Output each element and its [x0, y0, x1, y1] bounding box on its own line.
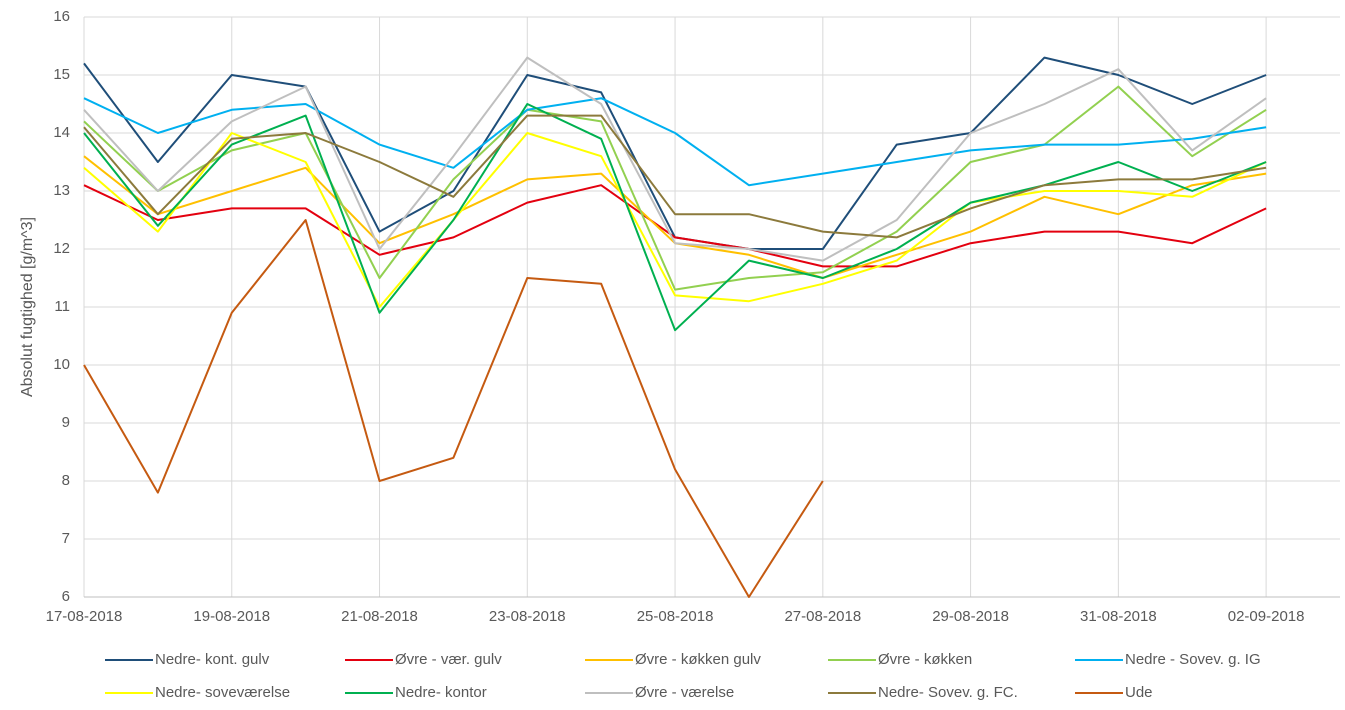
y-tick-label: 6: [62, 588, 70, 605]
legend-label: Nedre- kontor: [395, 684, 487, 701]
x-tick-label: 31-08-2018: [1080, 608, 1157, 625]
legend-label: Øvre - vær. gulv: [395, 651, 502, 668]
legend-label: Nedre- soveværelse: [155, 684, 290, 701]
legend-label: Nedre- Sovev. g. FC.: [878, 684, 1018, 701]
y-axis-label: Absolut fugtighed [g/m^3]: [19, 217, 36, 397]
y-tick-label: 14: [53, 124, 70, 141]
y-tick-label: 7: [62, 530, 70, 547]
series-line: [83, 132, 1267, 308]
legend-label: Øvre - værelse: [635, 684, 734, 701]
series-line: [83, 184, 1267, 268]
x-tick-label: 27-08-2018: [784, 608, 861, 625]
series-line: [83, 56, 1267, 262]
x-tick-label: 19-08-2018: [193, 608, 270, 625]
y-tick-label: 12: [53, 240, 70, 257]
y-tick-label: 13: [53, 182, 70, 199]
x-tick-label: 29-08-2018: [932, 608, 1009, 625]
y-tick-label: 15: [53, 66, 70, 83]
y-tick-label: 8: [62, 472, 70, 489]
x-tick-label: 23-08-2018: [489, 608, 566, 625]
x-tick-label: 21-08-2018: [341, 608, 418, 625]
legend-label: Ude: [1125, 684, 1153, 701]
y-tick-label: 10: [53, 356, 70, 373]
legend-label: Øvre - køkken gulv: [635, 651, 761, 668]
legend-label: Nedre- kont. gulv: [155, 651, 270, 668]
y-tick-label: 9: [62, 414, 70, 431]
series-line: [83, 97, 1267, 187]
x-tick-label: 25-08-2018: [637, 608, 714, 625]
y-tick-label: 16: [53, 8, 70, 25]
legend-label: Nedre - Sovev. g. IG: [1125, 651, 1261, 668]
series-line: [83, 114, 1267, 239]
x-tick-label: 17-08-2018: [46, 608, 123, 625]
series-line: [83, 219, 824, 598]
x-tick-label: 02-09-2018: [1228, 608, 1305, 625]
legend-label: Øvre - køkken: [878, 651, 972, 668]
y-tick-label: 11: [54, 298, 70, 315]
series-line: [83, 85, 1267, 291]
series-line: [83, 103, 1267, 332]
